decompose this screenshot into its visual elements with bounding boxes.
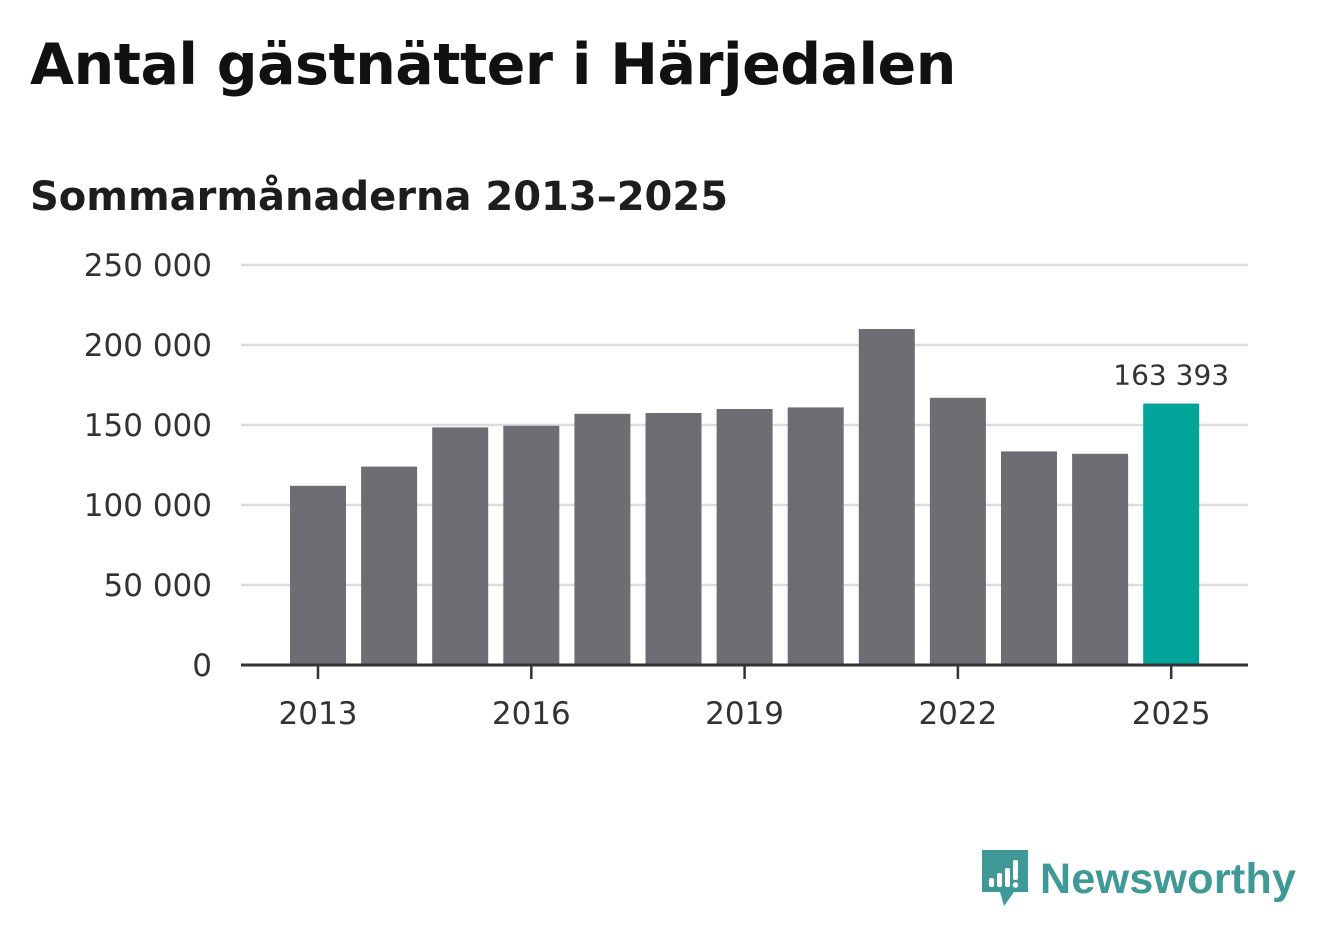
bar-2022 (929, 397, 986, 665)
x-tick-label: 2013 (279, 696, 358, 732)
bar-2017 (574, 413, 631, 665)
bar-2018 (645, 413, 702, 665)
bars (290, 329, 1200, 665)
y-tick-label: 50 000 (104, 568, 212, 604)
chart-title: Antal gästnätter i Härjedalen (30, 32, 956, 98)
x-tick-label: 2019 (705, 696, 784, 732)
bar-2015 (432, 427, 489, 665)
bar-2023 (1001, 451, 1057, 665)
y-tick-label: 150 000 (84, 408, 212, 444)
y-axis-ticks: 0 50 000 100 000 150 000 200 000 250 000 (84, 248, 212, 684)
bar-2024 (1072, 453, 1129, 665)
newsworthy-logo: Newsworthy (980, 848, 1296, 910)
bar-2020 (787, 407, 844, 665)
y-tick-label: 100 000 (84, 488, 212, 524)
data-label: 163 393 (1113, 359, 1229, 392)
newsworthy-logo-icon (982, 850, 1028, 906)
bar-2013 (290, 485, 346, 665)
y-tick-label: 200 000 (84, 328, 212, 364)
bar-2021 (858, 329, 915, 665)
x-tick-label: 2022 (918, 696, 997, 732)
bar-2014 (361, 466, 418, 665)
y-tick-label: 0 (192, 648, 212, 684)
bar-2016 (503, 425, 560, 665)
data-labels: 163 393 (1113, 359, 1229, 392)
bar-chart: 0 50 000 100 000 150 000 200 000 250 000 2013… (84, 248, 1248, 732)
bar-2025 (1143, 403, 1200, 665)
x-tick-label: 2025 (1132, 696, 1211, 732)
brand-name: Newsworthy (1040, 854, 1297, 903)
x-axis-ticks: 2013 2016 2019 2022 2025 (279, 665, 1211, 732)
bar-2019 (716, 409, 773, 665)
y-tick-label: 250 000 (84, 248, 212, 284)
x-tick-label: 2016 (492, 696, 571, 732)
chart-subtitle: Sommarmånaderna 2013–2025 (30, 174, 729, 220)
